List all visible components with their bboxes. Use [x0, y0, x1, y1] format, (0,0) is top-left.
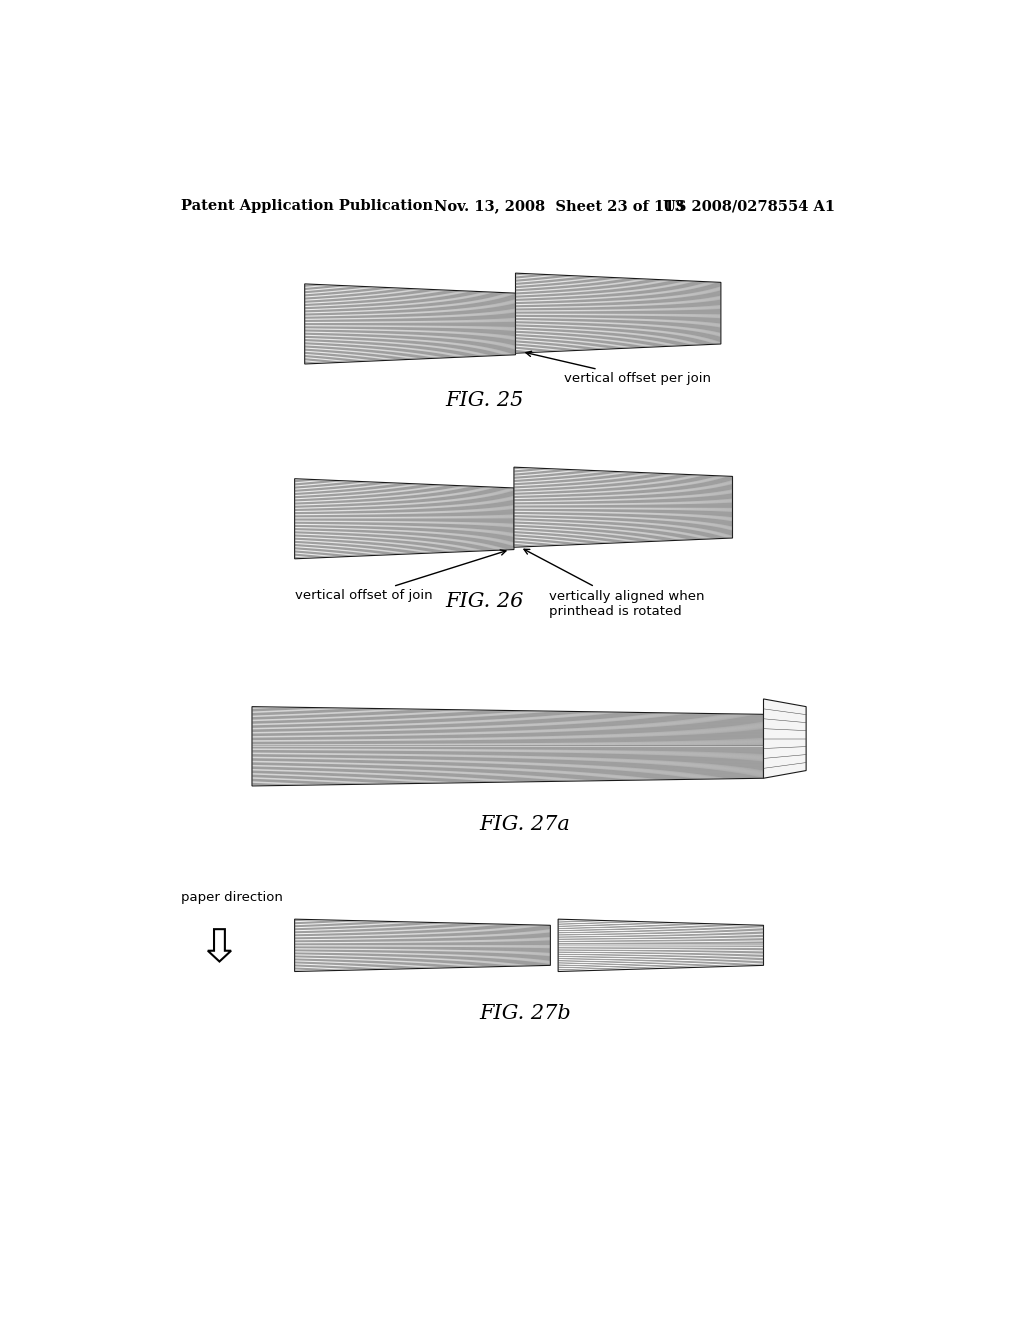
Text: FIG. 27a: FIG. 27a — [479, 814, 570, 834]
Text: paper direction: paper direction — [180, 891, 283, 904]
Text: US 2008/0278554 A1: US 2008/0278554 A1 — [663, 199, 835, 213]
Text: vertically aligned when
printhead is rotated: vertically aligned when printhead is rot… — [524, 549, 705, 618]
Polygon shape — [514, 467, 732, 548]
Text: FIG. 27b: FIG. 27b — [479, 1005, 570, 1023]
Polygon shape — [764, 700, 806, 779]
Polygon shape — [305, 284, 515, 364]
Text: vertical offset of join: vertical offset of join — [295, 550, 506, 602]
Text: FIG. 26: FIG. 26 — [445, 591, 523, 611]
Polygon shape — [295, 479, 514, 558]
Text: Patent Application Publication: Patent Application Publication — [180, 199, 433, 213]
Polygon shape — [295, 919, 550, 972]
Text: FIG. 25: FIG. 25 — [445, 392, 523, 411]
Polygon shape — [515, 273, 721, 354]
Text: vertical offset per join: vertical offset per join — [526, 351, 712, 385]
Polygon shape — [252, 706, 764, 785]
Polygon shape — [558, 919, 764, 972]
FancyArrow shape — [208, 929, 231, 961]
Text: Nov. 13, 2008  Sheet 23 of 113: Nov. 13, 2008 Sheet 23 of 113 — [434, 199, 685, 213]
